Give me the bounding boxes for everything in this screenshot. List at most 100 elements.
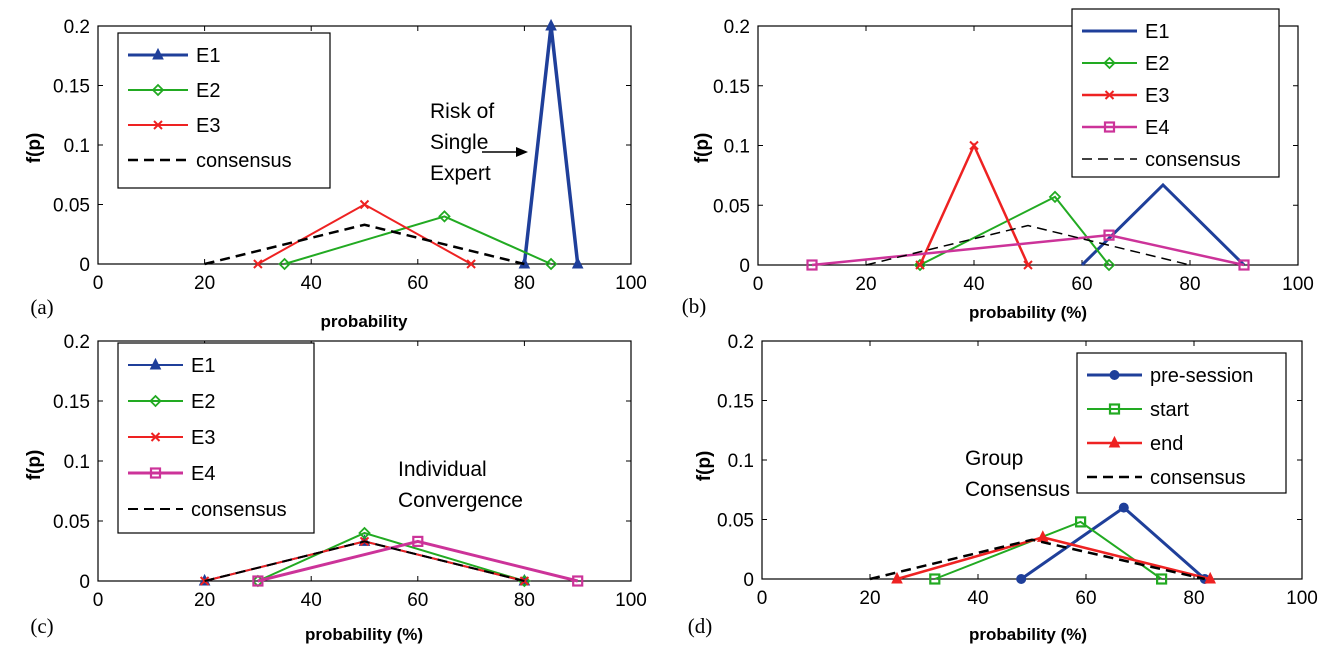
- legend-marker-pre-session: [1109, 370, 1120, 380]
- legend: E1 E2 E3 E4 consensus: [1071, 8, 1280, 178]
- x-tick-label: 80: [1183, 588, 1204, 609]
- y-tick-label: 0.15: [53, 77, 90, 98]
- x-tick-label: 40: [963, 274, 984, 295]
- panel-label: (a): [30, 295, 53, 319]
- data-point-E4: [572, 575, 584, 587]
- annotation-text: Expert: [430, 162, 491, 185]
- data-point-E4: [1103, 229, 1115, 241]
- series-E3: [915, 140, 1033, 270]
- x-tick-label: 0: [93, 273, 104, 294]
- legend: E1 E2 E3 consensus: [117, 32, 331, 189]
- series-E4: [806, 229, 1250, 271]
- y-tick-label: 0.15: [713, 77, 750, 98]
- annotation-text: Individual: [398, 458, 487, 481]
- y-tick-label: 0: [79, 572, 90, 593]
- y-axis-label: f(p): [24, 133, 45, 164]
- legend-marker-E4: [1103, 121, 1116, 133]
- annotation-text: Risk of: [430, 100, 494, 123]
- x-tick-label: 0: [753, 274, 764, 295]
- data-point-E3: [253, 259, 263, 269]
- data-point-E2: [1048, 190, 1062, 204]
- data-point-E3: [359, 199, 370, 210]
- legend-label: E1: [1145, 21, 1169, 43]
- x-tick-label: 40: [967, 588, 988, 609]
- legend-marker-end: [1108, 435, 1121, 448]
- legend-label: start: [1150, 399, 1189, 421]
- series-E4: [252, 535, 584, 587]
- data-point-E3: [915, 260, 925, 270]
- y-tick-label: 0.05: [717, 511, 754, 532]
- y-tick-label: 0.2: [728, 332, 754, 353]
- data-point-start: [1155, 573, 1168, 585]
- legend-label: E1: [191, 355, 215, 377]
- y-tick-label: 0.2: [64, 17, 90, 38]
- data-point-E3: [969, 140, 979, 151]
- series-line-consensus: [204, 540, 525, 582]
- x-tick-label: 80: [1179, 274, 1200, 295]
- x-tick-label: 60: [1071, 274, 1092, 295]
- series-line-E2: [919, 195, 1110, 266]
- data-point-E2: [358, 526, 371, 540]
- x-tick-label: 80: [514, 590, 535, 611]
- x-tick-label: 100: [615, 590, 647, 611]
- x-tick-label: 60: [407, 590, 428, 611]
- x-axis-label: probability (%): [305, 625, 423, 644]
- x-tick-label: 80: [514, 273, 535, 294]
- y-axis-label: f(p): [692, 133, 713, 164]
- data-point-start: [929, 573, 941, 585]
- series-E2: [278, 210, 558, 271]
- data-point-end: [1204, 571, 1217, 584]
- data-point-E4: [1238, 259, 1250, 271]
- y-tick-label: 0.2: [724, 17, 750, 38]
- legend-label: E3: [196, 115, 220, 137]
- series-consensus: [869, 538, 1206, 581]
- legend-marker-E2: [149, 394, 162, 408]
- chart-panel-0: 0 20 40 60 80 100 0 0.05 0.1 0.15 0.2 f(p) probabili…: [24, 17, 647, 331]
- series-consensus: [204, 223, 525, 266]
- legend-label: E2: [196, 80, 220, 102]
- data-point-E2: [438, 210, 451, 223]
- legend-marker-E1: [152, 47, 164, 60]
- data-point-E4: [412, 535, 424, 548]
- series-consensus: [204, 540, 525, 582]
- legend-marker-start: [1108, 403, 1121, 415]
- legend-marker-E2: [1103, 56, 1116, 70]
- series-line-consensus: [204, 223, 525, 266]
- annotation-text: Consensus: [965, 478, 1070, 501]
- y-axis-label: f(p): [694, 451, 715, 482]
- annotation-text: Group: [965, 447, 1023, 470]
- y-tick-label: 0.05: [53, 512, 90, 533]
- series-consensus: [865, 224, 1191, 266]
- legend-label: consensus: [191, 499, 287, 521]
- data-point-pre-session: [1016, 574, 1027, 584]
- legend-label: E3: [191, 427, 215, 449]
- chart-panel-1: 0 20 40 60 80 100 0 0.05 0.1 0.15 0.2 f(p) probabili…: [682, 8, 1314, 322]
- data-point-E1: [545, 18, 557, 31]
- legend-label: E3: [1145, 85, 1169, 107]
- y-tick-label: 0: [739, 256, 750, 277]
- chart-panel-3: 0 20 40 60 80 100 0 0.05 0.1 0.15 0.2 f(p) probabili…: [688, 332, 1318, 644]
- data-point-E2: [913, 258, 927, 272]
- chart-panel-2: 0 20 40 60 80 100 0 0.05 0.1 0.15 0.2 f(p) probabili…: [24, 332, 647, 644]
- x-axis-label: probability: [321, 312, 408, 331]
- legend-marker-E3: [153, 120, 163, 130]
- legend-label: pre-session: [1150, 365, 1253, 387]
- y-axis-label: f(p): [24, 450, 45, 481]
- y-tick-label: 0.1: [724, 137, 750, 158]
- x-tick-label: 20: [855, 274, 876, 295]
- data-point-E3: [466, 259, 476, 269]
- annotation-arrowhead: [516, 147, 528, 157]
- series-line-E2: [284, 215, 552, 265]
- panel-label: (c): [30, 614, 53, 638]
- data-point-E4: [806, 259, 818, 271]
- legend-marker-E4: [149, 467, 162, 479]
- data-point-E3: [1023, 260, 1033, 270]
- annotation-text: Single: [430, 131, 488, 154]
- x-axis-label: probability (%): [969, 303, 1087, 322]
- x-tick-label: 20: [194, 273, 215, 294]
- y-tick-label: 0.1: [64, 452, 90, 473]
- data-point-end: [891, 571, 903, 584]
- legend-label: E2: [191, 391, 215, 413]
